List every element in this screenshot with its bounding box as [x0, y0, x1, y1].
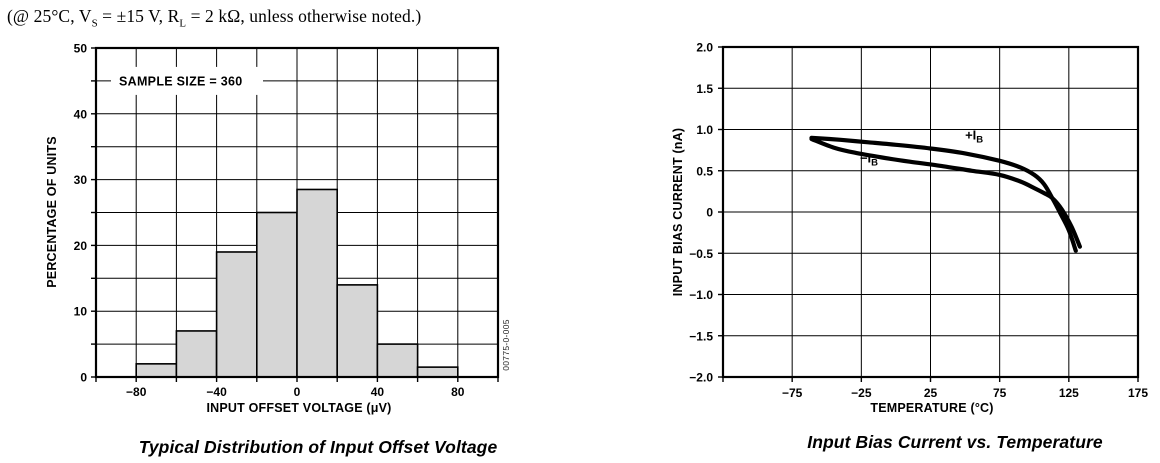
left-chart-caption: Typical Distribution of Input Offset Vol…	[138, 437, 498, 457]
x-tick-label: 0	[294, 385, 301, 399]
curve-label-−IB: −IB	[860, 151, 878, 169]
histogram-bar	[135, 363, 178, 378]
y-tick-label: 30	[74, 173, 88, 187]
histogram-bar	[336, 284, 379, 378]
sample-size-box	[111, 66, 263, 95]
histogram-bar	[215, 251, 258, 378]
y-tick-label: 1.5	[696, 82, 713, 96]
y-tick-label: 40	[74, 107, 88, 121]
left-x-axis-title: INPUT OFFSET VOLTAGE (μV)	[206, 401, 392, 415]
y-tick-label: −1.0	[689, 288, 713, 302]
x-tick-label: 175	[1128, 386, 1148, 400]
x-tick-label: 125	[1059, 386, 1079, 400]
figure-code: 00775-0-005	[501, 319, 511, 371]
right-chart-caption: Input Bias Current vs. Temperature	[807, 432, 1103, 452]
line-plot: −75 −25 25 75 125 175 2.0 1.5 1.0 0.5 0 −0.5 −1.0 −1.…	[689, 41, 1148, 401]
conditions-sub-s: S	[91, 17, 98, 30]
y-tick-label: −2.0	[689, 371, 713, 385]
x-tick-label: 40	[371, 385, 385, 399]
histogram-bar	[376, 343, 419, 378]
y-tick-label: −0.5	[689, 247, 713, 261]
x-tick-label: 25	[924, 386, 938, 400]
y-tick-label: 0	[80, 371, 87, 385]
conditions-note: (@ 25°C, VS = ±15 V, RL = 2 kΩ, unless o…	[7, 6, 421, 30]
y-tick-label: 0	[706, 206, 713, 220]
x-tick-label: −80	[126, 385, 147, 399]
y-tick-label: −1.5	[689, 329, 713, 343]
histogram-bar	[296, 188, 339, 378]
curve-label-+IB: +IB	[965, 127, 983, 145]
y-tick-label: 2.0	[696, 41, 713, 55]
right-y-axis-title: INPUT BIAS CURRENT (nA)	[671, 127, 685, 297]
conditions-text-1: (@ 25°C, V	[7, 6, 92, 26]
histogram-bar	[255, 211, 298, 378]
y-tick-label: 1.0	[696, 123, 713, 137]
conditions-sub-l: L	[179, 17, 187, 30]
x-tick-label: −75	[782, 386, 803, 400]
curve-−IB	[809, 136, 1082, 249]
histogram-bar	[416, 366, 459, 378]
x-tick-label: 75	[993, 386, 1007, 400]
conditions-text-3: = 2 kΩ, unless otherwise noted.)	[186, 6, 422, 26]
histogram-bar	[175, 330, 218, 378]
y-tick-label: 10	[74, 305, 88, 319]
right-x-axis-title: TEMPERATURE (°C)	[870, 401, 994, 415]
x-tick-label: 80	[451, 385, 465, 399]
y-tick-label: 0.5	[696, 164, 713, 178]
conditions-text-2: = ±15 V, R	[97, 6, 180, 26]
x-tick-label: −25	[851, 386, 872, 400]
curve-+IB	[809, 135, 1078, 253]
sample-size-annotation: SAMPLE SIZE = 360	[119, 74, 243, 88]
x-tick-label: −40	[206, 385, 227, 399]
y-tick-label: 50	[74, 42, 88, 56]
histogram-plot: −80 −40 0 40 80 0 10 20 30 40 50 SAMPLE SIZE = 360	[74, 42, 500, 399]
left-y-axis-title: PERCENTAGE OF UNITS	[45, 136, 59, 288]
y-tick-label: 20	[74, 239, 88, 253]
